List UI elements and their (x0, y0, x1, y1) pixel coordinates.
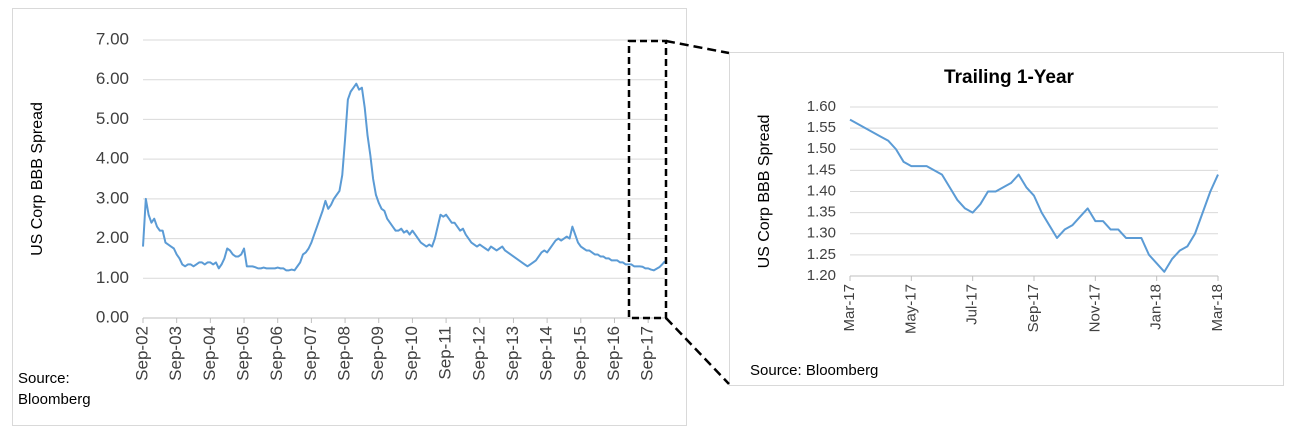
x-tick-label: Jul-17 (964, 284, 981, 325)
source-box: Source: Bloomberg (750, 362, 879, 379)
chart-title: Trailing 1-Year (944, 67, 1074, 88)
source-note: Source: Bloomberg (18, 370, 91, 408)
y-tick-label: 1.45 (807, 161, 836, 178)
y-tick-label: 1.30 (807, 225, 836, 242)
y-tick-label: 1.00 (96, 268, 129, 287)
y-tick-label: 3.00 (96, 188, 129, 207)
data-line (849, 118, 1219, 273)
y-axis-label: US Corp BBB Spread (756, 115, 773, 269)
x-tick-label: Sep-13 (503, 326, 522, 381)
x-tick-label: Sep-11 (436, 326, 455, 380)
source-box: Source: Bloomberg (18, 370, 91, 408)
x-tick-label: Sep-06 (267, 326, 286, 381)
y-tick-label: 1.40 (807, 182, 836, 199)
right-panel (729, 52, 1284, 386)
x-tick-label: Sep-09 (368, 326, 387, 381)
x-tick-label: Sep-07 (301, 326, 320, 381)
y-tick-label: 2.00 (96, 228, 129, 247)
y-tick-label: 7.00 (96, 29, 129, 48)
x-tick-label: Jan-18 (1148, 284, 1165, 330)
data-line (142, 82, 666, 272)
zoom-connector (665, 39, 730, 55)
x-tick-label: Sep-05 (234, 326, 253, 381)
x-tick-label: Sep-14 (537, 326, 556, 381)
x-tick-label: Sep-16 (604, 326, 623, 381)
y-tick-label: 6.00 (96, 69, 129, 88)
x-tick-label: Sep-17 (638, 326, 657, 381)
x-tick-label: Sep-17 (1025, 284, 1042, 332)
source-note: Source: Bloomberg (750, 362, 879, 379)
x-tick-label: Sep-03 (166, 326, 185, 381)
left-panel (12, 8, 687, 426)
x-tick-label: Sep-08 (335, 326, 354, 381)
y-axis-label: US Corp BBB Spread (29, 102, 46, 256)
y-tick-label: 1.25 (807, 246, 836, 263)
zoom-connector (665, 317, 730, 385)
x-tick-label: Sep-02 (132, 326, 151, 381)
y-tick-label: 0.00 (96, 307, 129, 326)
x-tick-label: Sep-15 (570, 326, 589, 381)
y-tick-label: 1.50 (807, 140, 836, 157)
y-tick-label: 1.60 (807, 98, 836, 115)
x-tick-label: Nov-17 (1086, 284, 1103, 332)
zoom-box (627, 39, 668, 320)
x-tick-label: Mar-18 (1209, 284, 1226, 332)
y-tick-label: 1.35 (807, 204, 836, 221)
x-tick-label: Mar-17 (841, 284, 858, 332)
x-tick-label: Sep-10 (402, 326, 421, 381)
y-tick-label: 1.55 (807, 119, 836, 136)
x-tick-label: Sep-04 (200, 326, 219, 381)
x-tick-label: May-17 (902, 284, 919, 334)
y-tick-label: 4.00 (96, 149, 129, 168)
y-tick-label: 1.20 (807, 267, 836, 284)
x-tick-label: Sep-12 (469, 326, 488, 381)
y-tick-label: 5.00 (96, 109, 129, 128)
